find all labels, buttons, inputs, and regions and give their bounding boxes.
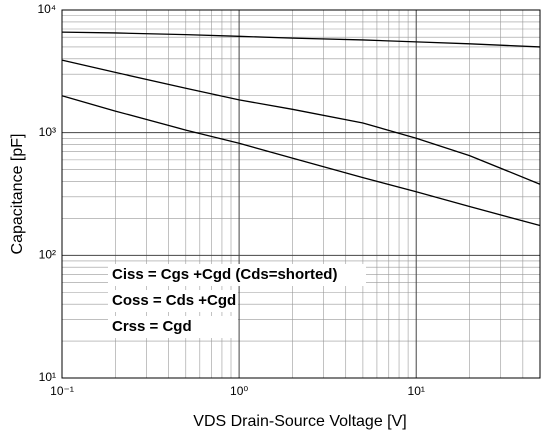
y-axis-label: Capacitance [pF] <box>9 134 26 255</box>
plot-frame <box>61 9 541 379</box>
x-tick-label: 10⁻¹ <box>50 384 74 398</box>
annotation: Crss = Cgd <box>112 318 192 335</box>
annotation-bg <box>108 290 238 312</box>
series-line <box>61 31 541 48</box>
x-tick-label: 10⁰ <box>230 384 248 398</box>
y-tick-label: 10² <box>39 248 56 262</box>
y-tick-label: 10¹ <box>39 370 56 384</box>
y-tick-label: 10⁴ <box>37 2 56 16</box>
x-axis-label: VDS Drain-Source Voltage [V] <box>193 413 406 430</box>
y-tick-label: 10³ <box>39 125 56 139</box>
annotation-bg <box>108 264 366 286</box>
annotation: Coss = Cds +Cgd <box>112 292 236 309</box>
series-line <box>61 95 541 227</box>
annotation: Ciss = Cgs +Cgd (Cds=shorted) <box>112 266 337 283</box>
x-tick-label: 10¹ <box>408 384 425 398</box>
annotation-bg <box>108 316 238 338</box>
series-line <box>61 59 541 185</box>
